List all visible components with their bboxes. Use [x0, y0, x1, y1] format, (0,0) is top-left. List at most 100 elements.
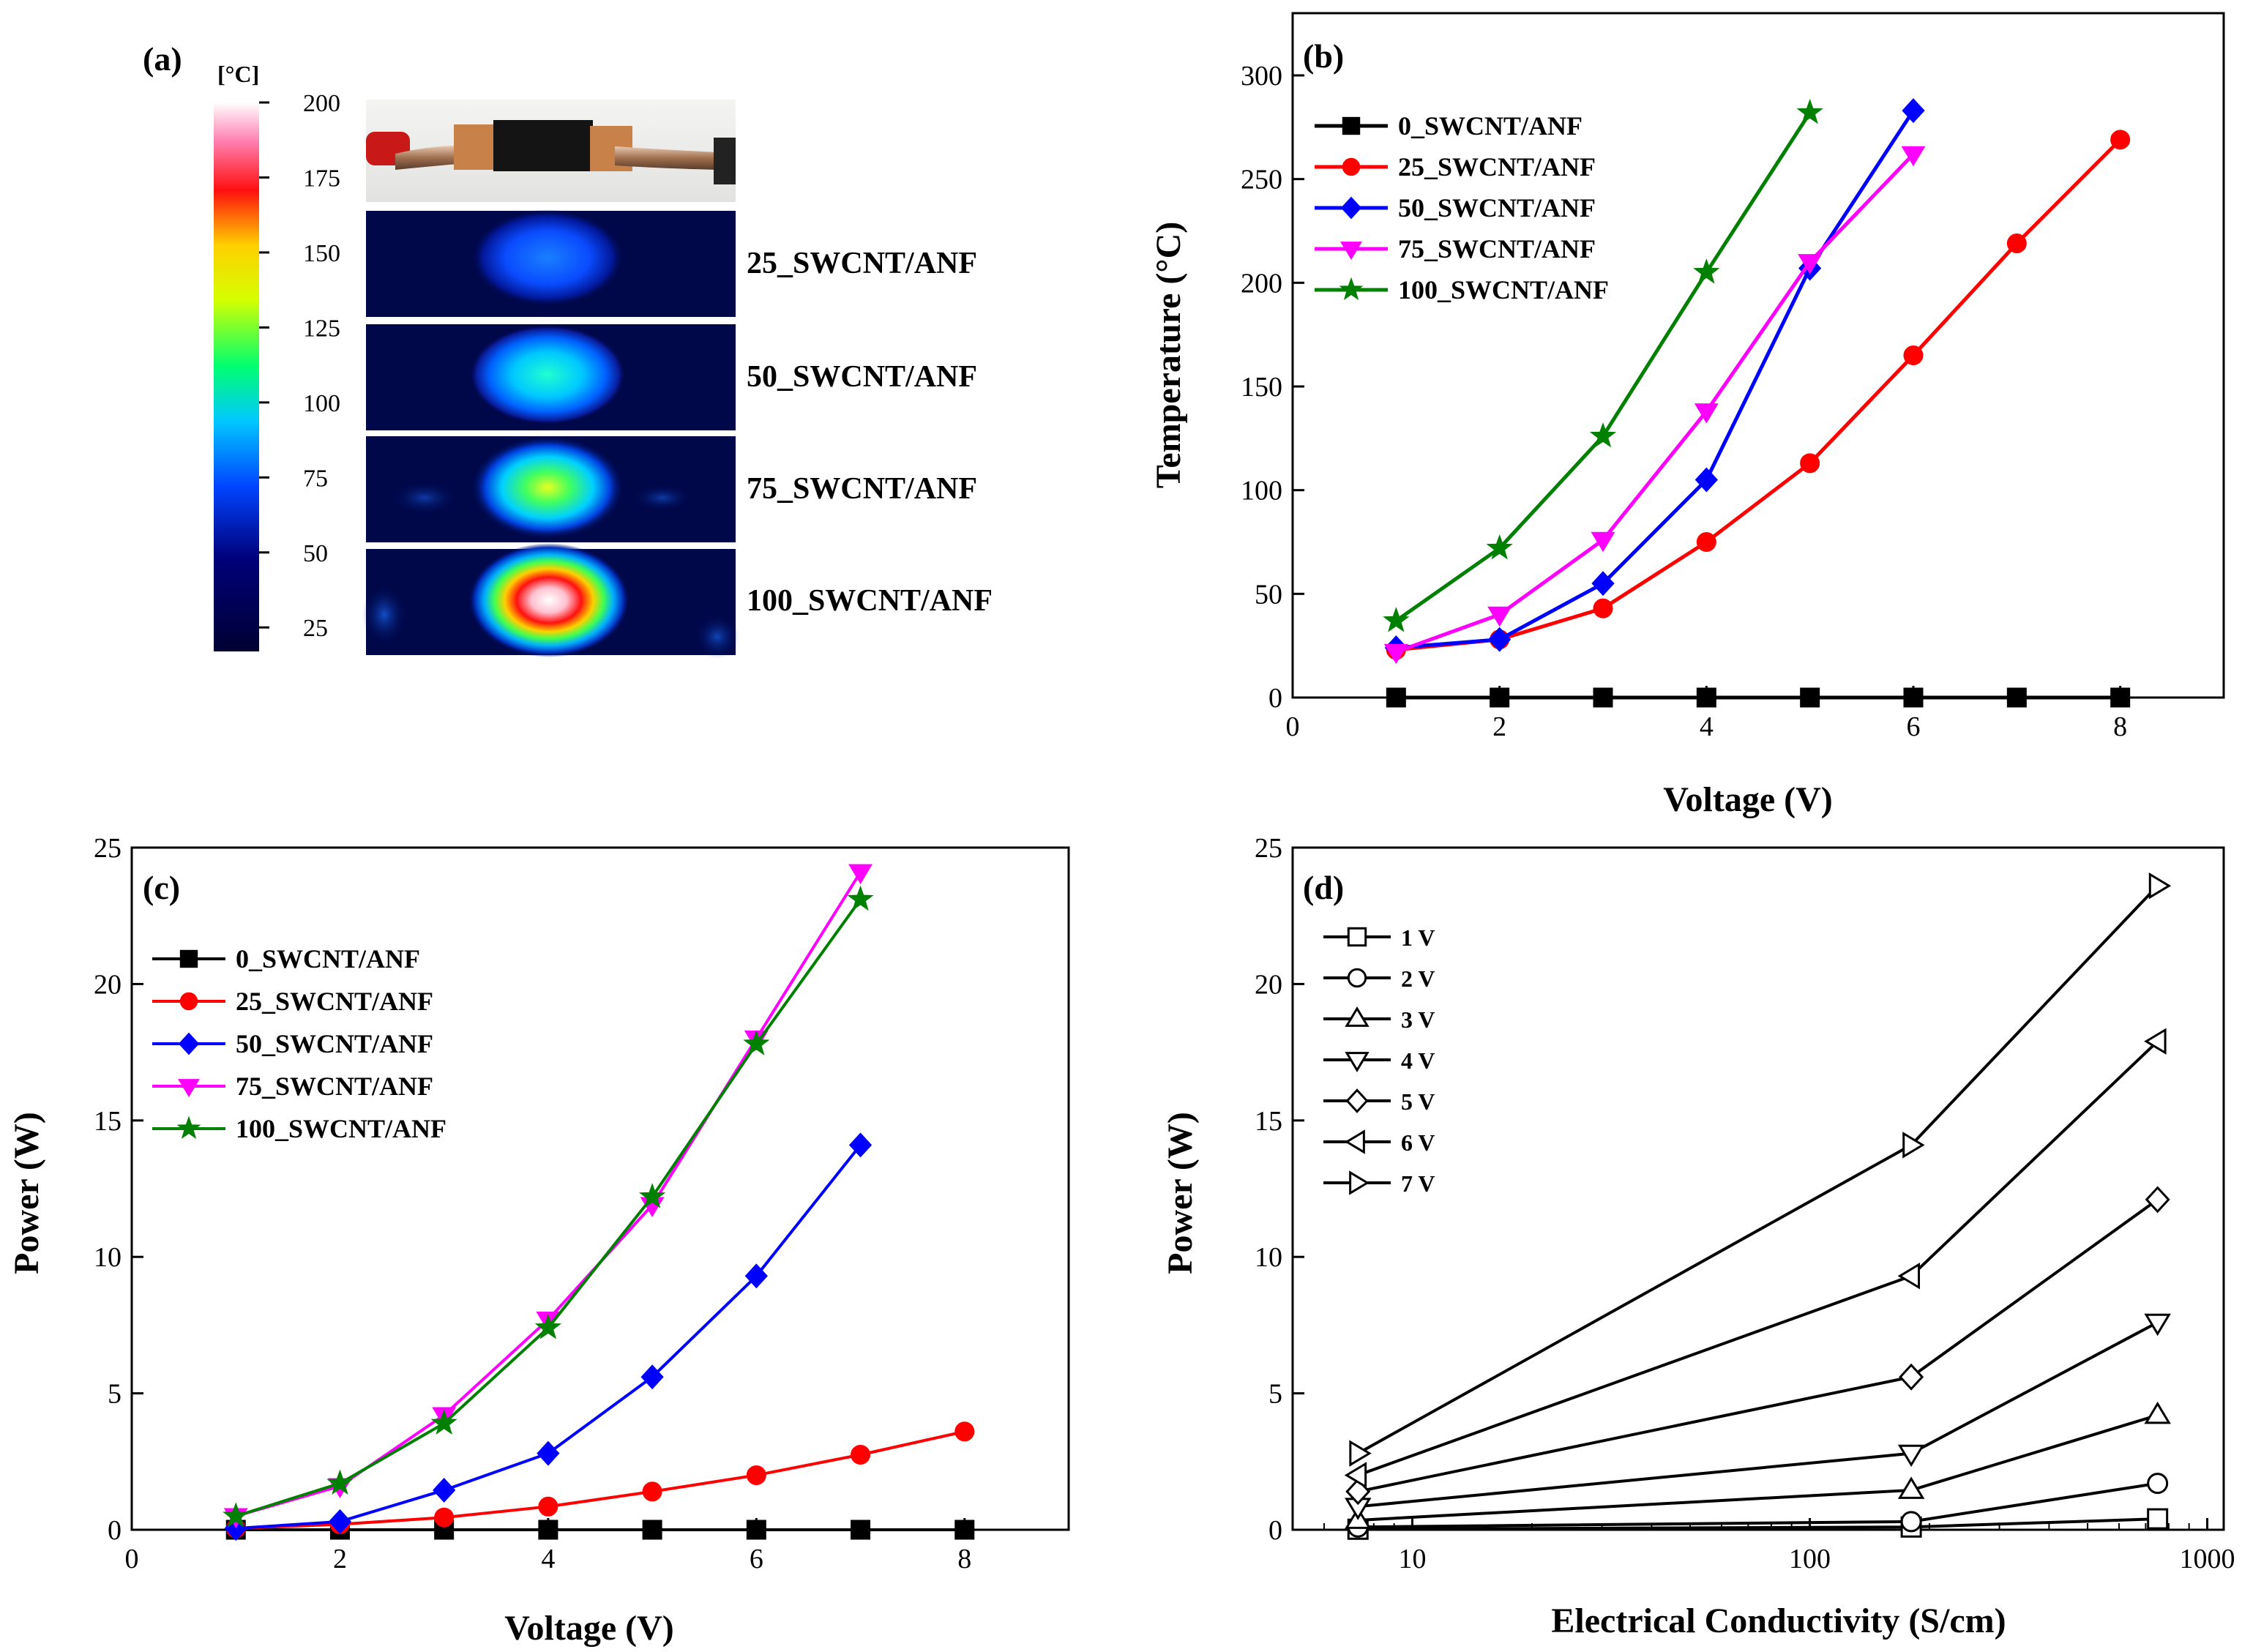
- x-tick-label: 0: [1286, 711, 1300, 742]
- legend-label: 75_SWCNT/ANF: [1398, 234, 1596, 264]
- data-point: [178, 1032, 200, 1055]
- y-tick-label: 250: [1241, 165, 1282, 195]
- data-point: [1345, 1052, 1370, 1072]
- data-point: [848, 864, 873, 885]
- x-tick-label: 8: [957, 1544, 971, 1574]
- legend: 0_SWCNT/ANF 25_SWCNT/ANF 50_SWCNT/ANF 75_SW…: [152, 944, 446, 1143]
- data-point: [2144, 1401, 2171, 1424]
- data-point: [1696, 532, 1716, 552]
- panel-a: (a) [°C] 200 175 150 125 100 75 50 25: [143, 40, 993, 659]
- data-point: [954, 1520, 975, 1540]
- legend-label: 4 V: [1401, 1047, 1435, 1074]
- x-tick-label: 6: [750, 1544, 763, 1574]
- panel-b-label: (b): [1303, 37, 1344, 75]
- x-tick-label: 2: [1492, 711, 1506, 742]
- thermal-image-100: [362, 543, 739, 659]
- data-point: [1903, 687, 1924, 708]
- panel-b: (b) 0 50 100 150 200 250 300 0 2 4 6 8 0_SWCNT/ANF 25…: [1149, 12, 2225, 819]
- data-point: [1386, 687, 1406, 708]
- data-point: [848, 1132, 872, 1158]
- colorbar-tick-label: 200: [303, 90, 340, 117]
- data-point: [1800, 687, 1820, 708]
- data-point: [534, 1314, 561, 1339]
- data-point: [1694, 403, 1719, 424]
- data-point: [2145, 1186, 2170, 1214]
- panel-c-plot: 0 5 10 15 20 25 0 2 4 6 8 0_SWCNT/ANF 25_SWCNT/ANF 50…: [94, 833, 975, 1574]
- data-point: [1796, 98, 1823, 124]
- colorbar-tick-label: 25: [303, 615, 328, 642]
- colorbar-ticks: 200 175 150 125 100 75 50 25: [259, 90, 340, 642]
- data-point: [538, 1520, 558, 1540]
- data-point: [1340, 242, 1362, 261]
- data-point: [430, 1409, 457, 1435]
- data-point: [1798, 254, 1823, 274]
- panel-d: (d) 0 5 10 15 20 25 10 100 1000 1 V 2 V 3 V 4 V 5 V 6 …: [1161, 833, 2235, 1640]
- legend-label: 7 V: [1401, 1170, 1435, 1197]
- x-tick-label: 4: [541, 1544, 555, 1574]
- data-point: [1345, 1129, 1365, 1154]
- data-point: [1344, 1462, 1367, 1489]
- legend-label: 6 V: [1401, 1129, 1435, 1156]
- panel-c-ylabel: Power (W): [7, 1112, 46, 1274]
- data-point: [328, 1509, 352, 1534]
- series-line: [1358, 1320, 2159, 1509]
- y-tick-label: 50: [1255, 579, 1282, 610]
- series-line: [1396, 138, 2122, 652]
- data-point: [2006, 687, 2027, 708]
- data-point: [1696, 687, 1716, 708]
- y-tick-label: 15: [94, 1106, 122, 1137]
- legend: 1 V 2 V 3 V 4 V 5 V 6 V 7 V: [1323, 924, 1435, 1197]
- data-point: [2148, 872, 2172, 900]
- data-point: [1342, 116, 1361, 135]
- panel-c-label: (c): [143, 869, 180, 906]
- data-point: [642, 1520, 662, 1540]
- data-point: [640, 1364, 664, 1390]
- data-point: [1349, 1440, 1372, 1467]
- sample-label-50: 50_SWCNT/ANF: [747, 360, 977, 394]
- y-tick-label: 5: [1268, 1379, 1282, 1410]
- data-point: [1902, 98, 1925, 124]
- y-tick-label: 300: [1241, 61, 1282, 91]
- colorbar: [214, 102, 259, 651]
- x-tick-label: 0: [125, 1544, 139, 1574]
- data-point: [1486, 534, 1513, 560]
- data-point: [1349, 1170, 1370, 1195]
- x-tick-label: 4: [1700, 711, 1714, 742]
- thermal-image-75: [366, 436, 736, 542]
- data-point: [1593, 687, 1613, 708]
- legend-label: 75_SWCNT/ANF: [236, 1072, 433, 1101]
- data-point: [746, 1520, 766, 1540]
- y-tick-label: 100: [1241, 476, 1282, 507]
- thermal-image-25: [366, 209, 736, 317]
- sample-label-100: 100_SWCNT/ANF: [747, 584, 993, 618]
- data-point: [433, 1477, 456, 1503]
- data-point: [2144, 1028, 2167, 1055]
- legend-label: 1 V: [1401, 924, 1435, 951]
- sample-label-75: 75_SWCNT/ANF: [747, 472, 977, 506]
- y-tick-label: 15: [1255, 1106, 1282, 1137]
- panel-d-plot: 0 5 10 15 20 25 10 100 1000 1 V 2 V 3 V 4 V 5 V 6 V 7 V: [1255, 833, 2235, 1574]
- data-point: [642, 1481, 662, 1502]
- y-tick-label: 25: [94, 833, 122, 864]
- colorbar-tick-label: 175: [303, 165, 340, 192]
- legend-label: 50_SWCNT/ANF: [1398, 193, 1596, 223]
- data-point: [1902, 1132, 1925, 1159]
- data-point: [2110, 130, 2131, 150]
- colorbar-unit: [°C]: [217, 61, 259, 87]
- panel-b-xlabel: Voltage (V): [1663, 780, 1833, 819]
- data-point: [847, 885, 874, 911]
- data-point: [1490, 687, 1510, 708]
- legend: 0_SWCNT/ANF 25_SWCNT/ANF 50_SWCNT/ANF 75_SW…: [1315, 111, 1609, 304]
- y-tick-label: 0: [1268, 683, 1282, 714]
- x-tick-label: 100: [1789, 1544, 1831, 1574]
- data-point: [1345, 1006, 1370, 1027]
- sample-label-25: 25_SWCNT/ANF: [747, 247, 977, 280]
- data-point: [744, 1263, 768, 1289]
- data-point: [1800, 453, 1820, 474]
- data-point: [639, 1183, 666, 1208]
- legend-label: 0_SWCNT/ANF: [1398, 111, 1583, 141]
- data-point: [1899, 1363, 1924, 1391]
- colorbar-tick-label: 100: [303, 390, 340, 417]
- data-point: [743, 1030, 770, 1055]
